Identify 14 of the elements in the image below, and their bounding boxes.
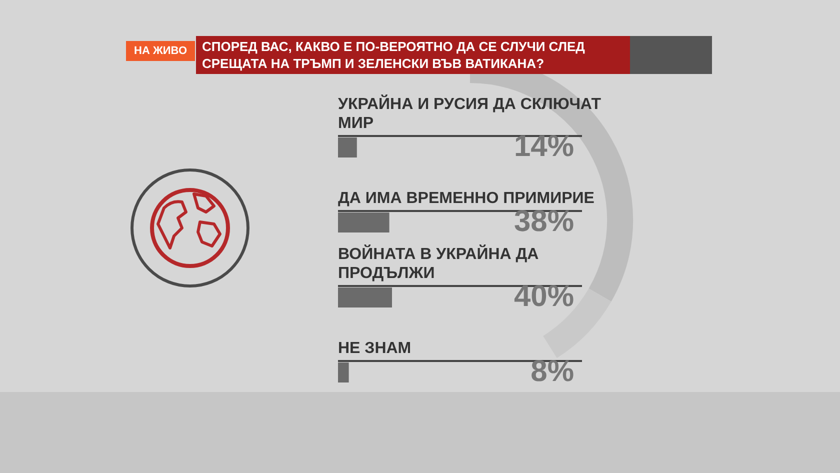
- data-label: 14%: [514, 130, 574, 164]
- data-label: 8%: [530, 354, 574, 388]
- text: НА ЖИВО: [126, 41, 196, 61]
- bar: [338, 288, 392, 308]
- data-label: 40%: [514, 280, 574, 314]
- bar: [338, 138, 357, 158]
- data-label: 38%: [514, 204, 574, 238]
- bar: [338, 212, 390, 232]
- y-tick-label: ВОЙНАТА В УКРАЙНА ДА ПРОДЪЛЖИ: [338, 246, 539, 282]
- bar: [338, 362, 349, 382]
- chart-title: СПОРЕД ВАС, КАКВО Е ПО-ВЕРОЯТНО ДА СЕ СЛУЧИ СЛЕД СРЕЩАТА НА ТРЪМП И ЗЕЛЕНСКИ ВЪВ ВАТИКАНА?: [196, 36, 630, 74]
- y-tick-label: ДА ИМА ВРЕМЕННО ПРИМИРИЕ: [338, 188, 596, 208]
- y-tick-label: НЕ ЗНАМ: [338, 340, 412, 356]
- y-tick-label: УКРАЙНА И РУСИЯ ДА СКЛЮЧАТ МИР: [338, 96, 601, 132]
